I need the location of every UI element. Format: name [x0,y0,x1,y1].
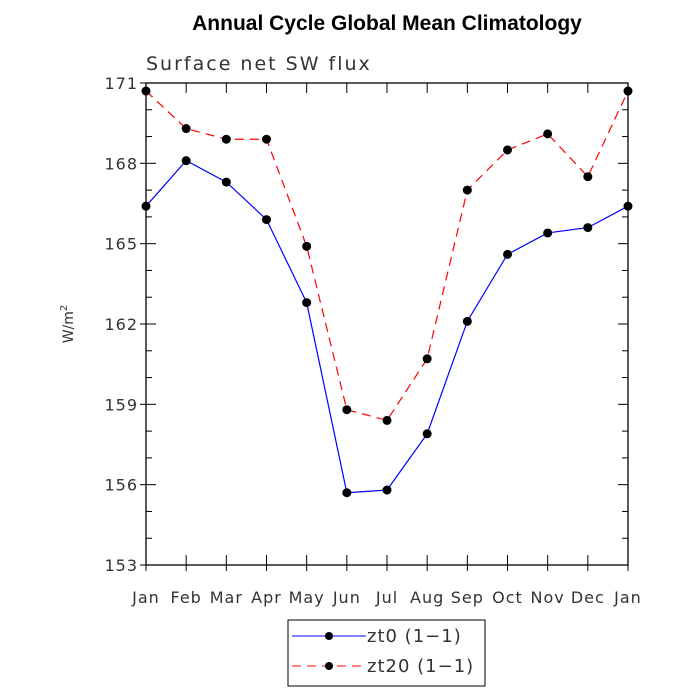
y-axis-label-unit: W/m [61,311,77,343]
chart-subtitle: Surface net SW flux [146,53,372,75]
series-0-point [462,316,472,326]
series-0-point [141,201,151,211]
x-tick-label: Oct [492,588,523,607]
series-1-point [181,124,191,134]
x-tick-label: Jul [375,588,398,607]
series-line-0 [145,159,629,494]
series-1-point [141,86,151,96]
chart-title: Annual Cycle Global Mean Climatology [192,12,582,35]
legend-box [287,619,486,687]
legend: zt0 (1−1) zt20 (1−1) [287,619,486,687]
legend-marker-zt20 [325,662,333,670]
x-tick-label: May [289,588,325,607]
series-1-point [543,129,553,139]
x-tick-label: Sep [451,588,484,607]
series-0-point [543,228,553,238]
legend-label-zt20: zt20 (1−1) [367,656,474,677]
series-1-point [583,172,593,182]
series-1-point [503,145,512,155]
series-0-point [623,201,633,211]
x-tick-label: Jan [131,588,160,607]
series-1-point [382,415,392,425]
y-axis-label: W/m2 [59,305,77,344]
x-tick-label: Aug [410,588,444,607]
y-tick-label: 162 [104,315,138,334]
x-tick-label: Jun [332,588,361,607]
x-tick-label: Mar [210,588,243,607]
y-tick-label: 168 [104,154,138,173]
series-1-point [422,354,432,364]
y-tick-labels: 153 156 159 162 165 168 171 [104,74,138,575]
legend-marker-zt0 [325,632,333,640]
series-0-point [503,249,512,259]
x-tick-label: Dec [571,588,605,607]
series-0-point [382,485,392,495]
y-tick-label: 156 [104,476,138,495]
x-tick-label: Apr [251,588,282,607]
y-tick-label: 153 [104,556,138,575]
axis-ticks [140,82,629,571]
series-1-point [221,134,231,144]
x-tick-label: Feb [171,588,202,607]
series-0-point [262,215,271,225]
legend-label-zt0: zt0 (1−1) [367,626,462,647]
series-0-point [302,298,312,308]
series-0-point [583,223,593,233]
series-1-point [302,241,312,251]
series-1-point [623,86,633,96]
y-tick-label: 165 [104,235,138,254]
x-tick-label: Nov [531,588,565,607]
y-tick-label: 159 [104,395,138,414]
series-1-point [262,134,271,144]
series-0-point [181,156,191,166]
x-tick-labels: Jan Feb Mar Apr May Jun Jul Aug Sep Oct Nov Dec Jan [131,588,642,607]
y-axis-label-superscript: 2 [59,305,70,311]
series-line-1 [145,90,629,422]
y-tick-label: 171 [104,74,138,93]
series-0-point [422,429,432,439]
series-1-point [342,405,352,415]
series-0-point [221,177,231,187]
x-tick-label: Jan [613,588,642,607]
series-0-point [342,488,352,498]
chart-series [141,86,633,498]
series-1-point [462,185,472,195]
